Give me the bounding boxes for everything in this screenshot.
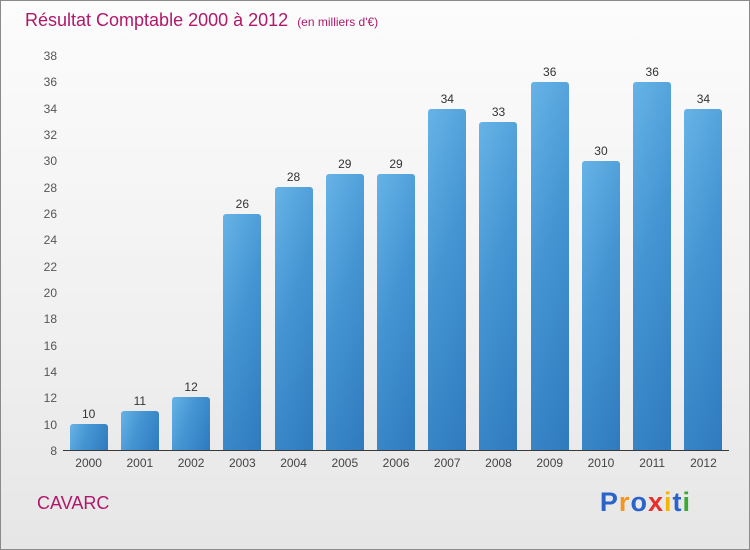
bar-value-label: 12	[184, 380, 198, 395]
bar	[69, 423, 108, 450]
y-tick-label: 10	[43, 417, 57, 432]
y-tick-label: 38	[43, 49, 57, 63]
bar-value-label: 11	[133, 393, 147, 408]
y-tick-label: 14	[43, 365, 57, 379]
bar-value-label: 26	[235, 196, 249, 211]
bar	[325, 174, 364, 450]
bar-slot: 10	[63, 56, 114, 450]
bar-slot: 34	[678, 56, 729, 450]
x-tick-label: 2007	[433, 456, 461, 470]
bar	[479, 121, 518, 450]
y-tick-label: 12	[43, 391, 57, 406]
y-tick-label: 32	[43, 128, 57, 142]
x-tick-label: 2004	[280, 456, 307, 470]
bar-slot: 30	[575, 56, 626, 450]
bar	[581, 161, 620, 450]
bar-value-label: 28	[286, 170, 301, 185]
bar-value-label: 36	[645, 65, 659, 80]
bar-slot: 36	[524, 56, 575, 450]
bar	[274, 187, 313, 450]
y-tick-label: 18	[43, 312, 57, 327]
bar-slot: 28	[268, 56, 319, 450]
bar-value-label: 33	[491, 104, 506, 119]
x-tick-label: 2006	[382, 456, 410, 470]
bar-slot: 26	[217, 56, 268, 450]
y-tick-label: 34	[43, 101, 57, 116]
chart-subtitle: (en milliers d'€)	[297, 15, 379, 29]
x-tick-label: 2010	[587, 456, 615, 470]
bar-value-label: 34	[440, 91, 454, 106]
bar	[530, 82, 569, 450]
y-tick-label: 22	[43, 259, 57, 274]
bar-slot: 11	[114, 56, 165, 450]
logo-letter: r	[618, 487, 631, 517]
bar	[172, 397, 211, 450]
bar-value-label: 36	[543, 65, 557, 80]
bar-value-label: 10	[81, 406, 96, 421]
bars-container: 10 11 12 26 28 29 29 34 33 36 30 36 34	[63, 56, 729, 451]
bar	[120, 410, 159, 450]
y-tick-label: 16	[43, 338, 57, 353]
y-tick-label: 28	[43, 180, 57, 195]
bar	[684, 108, 723, 450]
x-tick-label: 2005	[331, 456, 359, 470]
y-tick-label: 26	[43, 207, 57, 221]
y-tick-label: 20	[43, 286, 57, 300]
bar-slot: 36	[627, 56, 678, 450]
bar	[223, 213, 262, 450]
bar-slot: 34	[422, 56, 473, 450]
bar-value-label: 29	[338, 157, 352, 172]
logo-letter: o	[630, 487, 648, 517]
bar	[377, 174, 416, 450]
bar	[428, 108, 467, 450]
bar-value-label: 34	[696, 91, 711, 106]
chart-title: Résultat Comptable 2000 à 2012	[25, 10, 289, 30]
x-tick-label: 2008	[485, 456, 512, 470]
x-tick-label: 2003	[228, 456, 256, 470]
y-tick-label: 30	[43, 154, 57, 169]
logo-letter: i	[682, 487, 691, 517]
chart-header: Résultat Comptable 2000 à 2012 (en milli…	[25, 10, 378, 31]
x-tick-label: 2002	[177, 456, 205, 470]
logo-letter: t	[672, 487, 683, 517]
bar-slot: 33	[473, 56, 524, 450]
bar-slot: 29	[319, 56, 370, 450]
bar	[633, 82, 672, 450]
x-axis-labels: 2000 2001 2002 2003 2004 2005 2006 2007 2008 2009…	[63, 456, 729, 470]
logo-letter: x	[647, 487, 664, 517]
x-tick-label: 2001	[126, 456, 154, 470]
logo-letter: i	[663, 487, 673, 517]
company-name: CAVARC	[37, 493, 110, 513]
bar-slot: 29	[370, 56, 421, 450]
y-tick-label: 8	[50, 444, 57, 458]
x-tick-label: 2011	[639, 456, 666, 470]
bar-value-label: 30	[594, 144, 608, 159]
bar-value-label: 29	[389, 157, 403, 172]
y-tick-label: 36	[43, 75, 57, 90]
y-axis: 8 10 12 14 16 18 20 22 24 26 28 30 32 34 36 38	[27, 50, 57, 457]
x-tick-label: 2009	[536, 456, 564, 470]
x-tick-label: 2000	[75, 456, 102, 470]
proxiti-logo: Proxiti	[600, 487, 691, 518]
y-tick-label: 24	[43, 233, 57, 248]
logo-letter: P	[599, 487, 619, 517]
x-tick-label: 2012	[690, 456, 717, 470]
plot-area: 8 10 12 14 16 18 20 22 24 26 28 30 32 34 36 38 10 11 12 26…	[44, 50, 729, 470]
bar-slot: 12	[165, 56, 216, 450]
